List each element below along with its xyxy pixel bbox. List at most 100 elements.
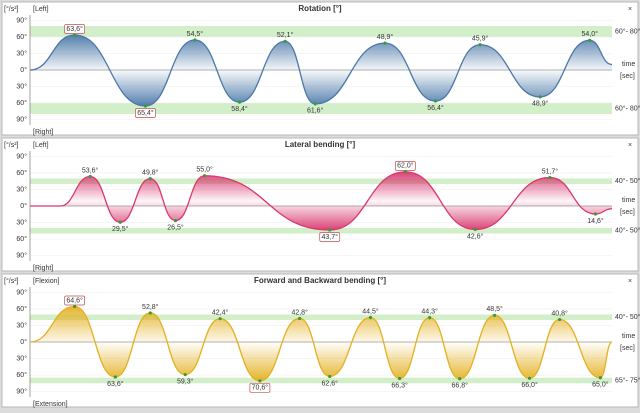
peak-label: 44,3° (421, 307, 438, 315)
target-band (30, 103, 612, 114)
peak-marker (283, 39, 287, 43)
y-tick-label: 90° (16, 251, 27, 259)
x-axis-label: time (622, 333, 635, 340)
y-tick-label: 60° (16, 235, 27, 243)
peak-label: 49,8° (142, 168, 159, 176)
peak-label: 51,7° (542, 167, 559, 175)
y-tick-label: 90° (16, 288, 27, 296)
peak-label: 42,8° (291, 308, 308, 316)
extreme-box (319, 232, 341, 242)
peak-marker (493, 313, 497, 317)
peak-label: 42,4° (212, 309, 229, 317)
chart-panel: Lateral bending [°] [°/s²] [Left] [Right] × 4… (1, 137, 640, 272)
peak-marker (183, 373, 187, 377)
peak-marker (73, 304, 77, 309)
top-label: [Flexion] (33, 278, 60, 285)
peak-label: 48,5° (486, 305, 503, 313)
peak-label: 55,0° (196, 166, 213, 174)
y-tick-label: 90° (16, 387, 27, 395)
peak-label: 62,0° (397, 162, 414, 170)
bottom-label: [Right] (33, 129, 53, 136)
band-label: 40°- 50° (615, 177, 640, 185)
area-fill (30, 35, 612, 106)
peak-marker (383, 41, 387, 45)
y-tick-label: 0° (20, 338, 27, 346)
x-axis-label: time (622, 197, 635, 204)
peak-label: 29,5° (112, 225, 129, 233)
band-label: 60°- 80° (615, 27, 640, 35)
y-tick-label: 90° (16, 115, 27, 123)
peak-label: 48,9° (532, 100, 549, 108)
peak-marker (113, 375, 117, 379)
peak-label: 59,3° (177, 377, 194, 385)
x-axis-unit: [sec] (620, 209, 635, 216)
y-tick-label: 60° (16, 305, 27, 313)
peak-label: 66,8° (451, 382, 468, 390)
peak-label: 26,5° (167, 223, 184, 231)
peak-label: 63,6° (66, 25, 83, 33)
peak-marker (143, 104, 148, 108)
peak-marker (237, 100, 242, 104)
peak-marker (203, 174, 207, 178)
y-tick-label: 60° (16, 169, 27, 177)
unit-label: [°/s²] (4, 5, 19, 13)
peak-marker (433, 99, 438, 103)
peak-marker (558, 317, 562, 322)
peak-marker (598, 376, 602, 380)
target-band (30, 178, 612, 184)
panel-frame (1, 273, 639, 408)
band-label: 40°- 50° (615, 313, 640, 321)
peak-marker (173, 218, 178, 223)
chart-title: Lateral bending [°] (285, 140, 356, 149)
extreme-box (64, 24, 85, 34)
peak-label: 52,1° (277, 31, 294, 39)
close-button[interactable]: × (628, 142, 632, 149)
peak-marker (368, 315, 373, 320)
y-tick-label: 60° (16, 371, 27, 379)
close-button[interactable]: × (628, 6, 632, 13)
top-label: [Left] (33, 142, 49, 149)
peak-label: 65,0° (592, 381, 609, 389)
peak-marker (397, 376, 402, 381)
peak-label: 66,0° (521, 381, 538, 389)
peak-label: 63,6° (107, 380, 124, 388)
peak-marker (313, 102, 317, 106)
band-label: 40°- 50° (615, 227, 640, 235)
target-band (30, 26, 612, 37)
peak-marker (148, 177, 152, 181)
y-tick-label: 90° (16, 16, 27, 24)
extreme-box (64, 295, 85, 306)
peak-label: 44,5° (362, 307, 379, 315)
peak-marker (148, 311, 152, 315)
close-button[interactable]: × (628, 278, 632, 285)
peak-marker (548, 175, 552, 180)
chart-panel: Rotation [°] [°/s²] [Left] [Right] × 60°- 80°… (1, 1, 640, 136)
peak-label: 53,6° (82, 166, 99, 174)
peak-label: 64,6° (66, 296, 83, 304)
extreme-box (135, 108, 156, 118)
peak-label: 43,7° (322, 233, 339, 241)
peak-marker (527, 376, 532, 380)
peak-label: 45,9° (472, 35, 489, 43)
x-axis-label: time (622, 61, 635, 68)
band-label: 65°- 75° (615, 376, 640, 384)
y-tick-label: 30° (16, 82, 27, 90)
y-tick-label: 0° (20, 202, 27, 210)
peak-label: 61,6° (307, 107, 324, 115)
peak-label: 58,4° (231, 105, 248, 113)
extreme-box (395, 161, 416, 171)
peak-marker (298, 316, 302, 321)
y-tick-label: 90° (16, 152, 27, 160)
peak-label: 14,6° (587, 217, 604, 225)
target-band (30, 228, 612, 234)
peak-marker (478, 43, 482, 47)
y-tick-label: 60° (16, 99, 27, 107)
peak-marker (258, 379, 262, 383)
target-band (30, 377, 612, 384)
band-label: 60°- 80° (615, 104, 640, 112)
unit-label: [°/s²] (4, 277, 19, 285)
peak-label: 54,0° (581, 30, 598, 38)
peak-label: 42,6° (467, 232, 484, 240)
y-tick-label: 60° (16, 33, 27, 41)
